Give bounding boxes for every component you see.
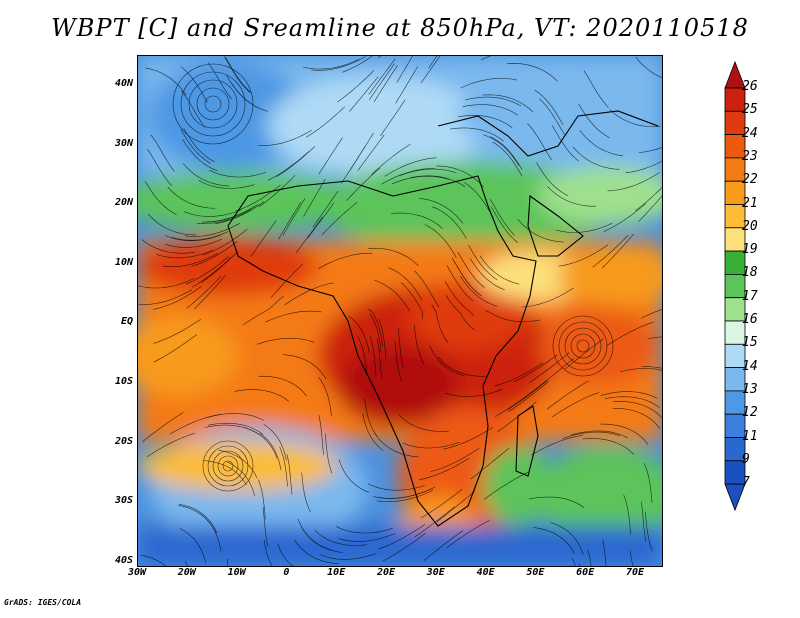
colorbar-tick-label: 15 bbox=[742, 335, 758, 351]
lat-label: 10S bbox=[114, 376, 133, 387]
colorbar-tick-label: 7 bbox=[742, 475, 750, 491]
lon-label: 0 bbox=[283, 567, 290, 578]
colorbar-tick-label: 18 bbox=[742, 265, 758, 281]
lon-label: 40E bbox=[476, 567, 495, 578]
lat-label: 10N bbox=[114, 256, 133, 268]
lon-label: 10E bbox=[327, 567, 346, 578]
colorbar-tick-label: 9 bbox=[742, 451, 750, 467]
colorbar bbox=[724, 60, 746, 512]
lat-label: 30N bbox=[114, 137, 133, 149]
lat-label: 40N bbox=[114, 78, 133, 89]
chart-title: WBPT [C] and Sreamline at 850hPa, VT: 20… bbox=[51, 14, 749, 42]
temperature-field bbox=[138, 56, 662, 566]
colorbar-tick-label: 13 bbox=[742, 381, 758, 397]
lon-label: 10W bbox=[227, 567, 246, 578]
wbpt-map bbox=[138, 56, 662, 566]
colorbar-tick-label: 17 bbox=[742, 288, 758, 304]
lon-label: 50E bbox=[526, 567, 545, 578]
colorbar-bottom-arrow bbox=[724, 483, 746, 512]
lat-label: 20S bbox=[114, 435, 133, 447]
colorbar-tick-label: 26 bbox=[742, 79, 758, 94]
colorbar-tick-label: 22 bbox=[742, 172, 758, 188]
colorbar-tick-label: 19 bbox=[742, 242, 758, 258]
lat-label: 40S bbox=[114, 554, 133, 566]
colorbar-tick-label: 23 bbox=[742, 148, 758, 164]
lat-label: 20N bbox=[114, 197, 133, 209]
colorbar-tick-label: 11 bbox=[742, 428, 758, 444]
lat-label: EQ bbox=[120, 316, 133, 328]
lon-label: 30E bbox=[426, 567, 445, 578]
coastline-layer bbox=[227, 110, 659, 527]
colorbar-tick-label: 24 bbox=[742, 125, 758, 141]
lon-label: 60E bbox=[576, 567, 595, 578]
colorbar-tick-label: 20 bbox=[742, 218, 758, 234]
colorbar-tick-label: 12 bbox=[742, 405, 758, 421]
colorbar-tick-label: 16 bbox=[742, 312, 758, 327]
colorbar-tick-label: 14 bbox=[742, 358, 758, 374]
grads-credit: GrADS: IGES/COLA bbox=[4, 598, 82, 607]
lon-label: 70E bbox=[625, 567, 645, 578]
lon-label: 30W bbox=[127, 567, 147, 578]
lon-label: 20W bbox=[177, 567, 196, 578]
lon-label: 20E bbox=[376, 567, 396, 578]
streamline-layer bbox=[138, 56, 662, 566]
colorbar-tick-label: 25 bbox=[742, 102, 758, 118]
colorbar-tick-label: 21 bbox=[742, 195, 758, 211]
map-panel bbox=[137, 55, 663, 567]
lat-label: 30S bbox=[114, 495, 133, 507]
